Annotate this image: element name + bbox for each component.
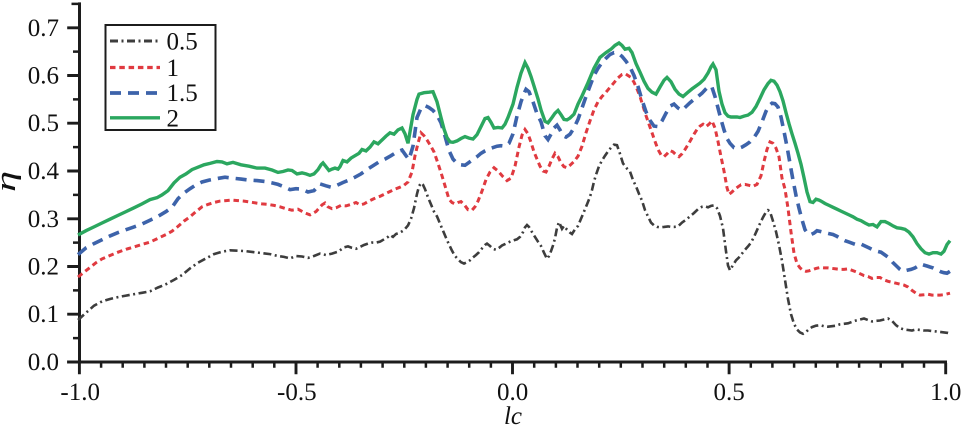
svg-text:η: η (0, 171, 21, 192)
svg-text:-0.5: -0.5 (277, 379, 317, 406)
svg-text:1.0: 1.0 (930, 379, 961, 406)
svg-text:0.5: 0.5 (713, 379, 744, 406)
svg-text:0.6: 0.6 (28, 63, 59, 90)
svg-text:0.7: 0.7 (28, 15, 59, 42)
svg-text:0.1: 0.1 (28, 301, 59, 328)
svg-text:0.0: 0.0 (28, 349, 59, 376)
svg-text:0.0: 0.0 (497, 379, 528, 406)
svg-text:0.2: 0.2 (28, 254, 59, 281)
svg-text:-1.0: -1.0 (60, 379, 100, 406)
svg-text:1: 1 (167, 55, 180, 82)
svg-text:0.4: 0.4 (28, 158, 60, 185)
svg-text:0.5: 0.5 (167, 29, 198, 56)
svg-text:lc: lc (504, 403, 522, 430)
svg-text:0.3: 0.3 (28, 206, 59, 233)
svg-text:1.5: 1.5 (167, 80, 198, 107)
svg-text:2: 2 (167, 106, 180, 133)
svg-text:0.5: 0.5 (28, 110, 59, 137)
